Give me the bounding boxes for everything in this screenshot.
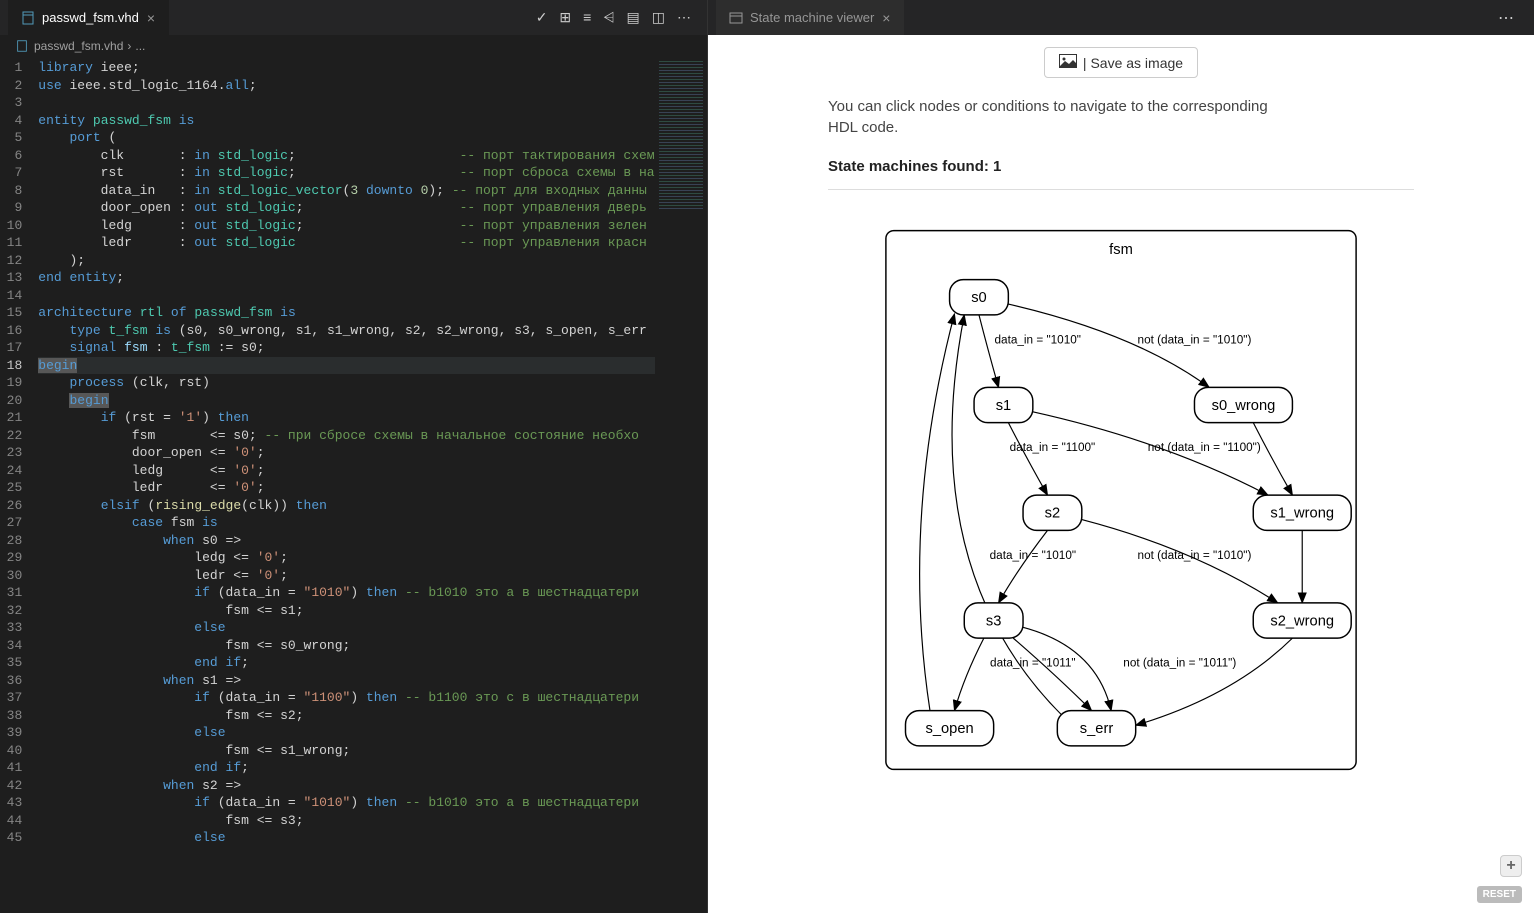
image-icon: [1059, 54, 1077, 71]
viewer-tab-title: State machine viewer: [750, 10, 874, 25]
minimap[interactable]: [655, 57, 707, 913]
tab-filename: passwd_fsm.vhd: [42, 10, 139, 25]
save-as-image-button[interactable]: | Save as image: [1044, 47, 1198, 78]
fsm-edge-label[interactable]: not (data_in = "1010"): [1138, 333, 1252, 346]
viewer-tab-bar: State machine viewer × ⋯: [708, 0, 1534, 35]
preview-icon: [728, 10, 744, 26]
editor-pane: passwd_fsm.vhd × ✓ ⊞ ≡ ⩤ ▤ ◫ ⋯ passwd_fs…: [0, 0, 708, 913]
fsm-edge[interactable]: [954, 638, 983, 710]
fsm-node-label: s1_wrong: [1270, 506, 1334, 522]
preview-icon[interactable]: ▤: [627, 9, 640, 26]
fsm-node-label: s2_wrong: [1270, 613, 1334, 629]
divider: [828, 189, 1414, 190]
fsm-title: fsm: [1109, 242, 1133, 258]
breadcrumb-filename: passwd_fsm.vhd: [34, 39, 123, 53]
fsm-edge[interactable]: [999, 530, 1048, 602]
fsm-node-label: s_open: [925, 721, 973, 737]
minimap-content: [659, 61, 703, 211]
found-label: State machines found: 1: [828, 158, 1001, 175]
fsm-edge-label[interactable]: data_in = "1010": [990, 549, 1076, 562]
breadcrumb-suffix: ...: [135, 39, 145, 53]
fsm-node-label: s0: [971, 290, 987, 306]
check-icon[interactable]: ✓: [536, 9, 548, 26]
fsm-edge-label[interactable]: not (data_in = "1011"): [1123, 657, 1236, 670]
fsm-edge-label[interactable]: not (data_in = "1010"): [1138, 549, 1252, 562]
fsm-edge[interactable]: [1013, 638, 1091, 710]
fsm-edge-label[interactable]: data_in = "1100": [1010, 441, 1096, 454]
fsm-edge[interactable]: [1136, 638, 1293, 725]
save-button-label: | Save as image: [1083, 55, 1183, 71]
info-text: You can click nodes or conditions to nav…: [828, 96, 1298, 138]
hierarchy-icon[interactable]: ⩤: [603, 9, 614, 26]
tab-state-machine-viewer[interactable]: State machine viewer ×: [716, 0, 905, 35]
file-icon: [20, 10, 36, 26]
fsm-node-label: s1: [996, 398, 1012, 414]
file-icon: [14, 38, 30, 54]
line-number-gutter: 1234567891011121314151617181920212223242…: [0, 57, 38, 913]
fsm-edge-label[interactable]: data_in = "1010": [995, 333, 1081, 346]
fsm-edge-label[interactable]: data_in = "1011": [990, 657, 1076, 670]
layout-icon[interactable]: ⊞: [559, 9, 571, 26]
fsm-edge[interactable]: [920, 314, 955, 711]
viewer-pane: State machine viewer × ⋯ | Save as image…: [708, 0, 1534, 913]
editor-tab-bar: passwd_fsm.vhd × ✓ ⊞ ≡ ⩤ ▤ ◫ ⋯: [0, 0, 707, 35]
chevron-right-icon: ›: [127, 39, 131, 53]
fsm-edge-label[interactable]: not (data_in = "1100"): [1148, 441, 1261, 454]
viewer-content: | Save as image You can click nodes or c…: [708, 35, 1534, 913]
reset-button[interactable]: RESET: [1477, 886, 1522, 903]
split-icon[interactable]: ◫: [652, 9, 665, 26]
fsm-diagram[interactable]: fsm data_in = "1010" not (data_in = "1010…: [881, 220, 1361, 780]
outline-icon[interactable]: ≡: [583, 9, 591, 26]
fsm-edge[interactable]: [1253, 423, 1292, 495]
fsm-edge[interactable]: [1008, 423, 1047, 495]
code-content[interactable]: library ieee;use ieee.std_logic_1164.all…: [38, 57, 654, 913]
fsm-node-label: s2: [1045, 506, 1061, 522]
fsm-edge[interactable]: [979, 315, 999, 387]
fsm-node-label: s3: [986, 613, 1002, 629]
tab-actions: ✓ ⊞ ≡ ⩤ ▤ ◫ ⋯: [536, 9, 699, 26]
breadcrumb[interactable]: passwd_fsm.vhd › ...: [0, 35, 707, 57]
fsm-node-label: s_err: [1080, 721, 1114, 737]
zoom-in-button[interactable]: +: [1500, 855, 1522, 877]
fsm-node-label: s0_wrong: [1212, 398, 1276, 414]
more-icon[interactable]: ⋯: [1498, 8, 1526, 28]
editor-body[interactable]: 1234567891011121314151617181920212223242…: [0, 57, 707, 913]
tab-file[interactable]: passwd_fsm.vhd ×: [8, 0, 170, 35]
close-icon[interactable]: ×: [145, 10, 157, 26]
close-icon[interactable]: ×: [880, 10, 892, 26]
more-icon[interactable]: ⋯: [677, 9, 691, 26]
